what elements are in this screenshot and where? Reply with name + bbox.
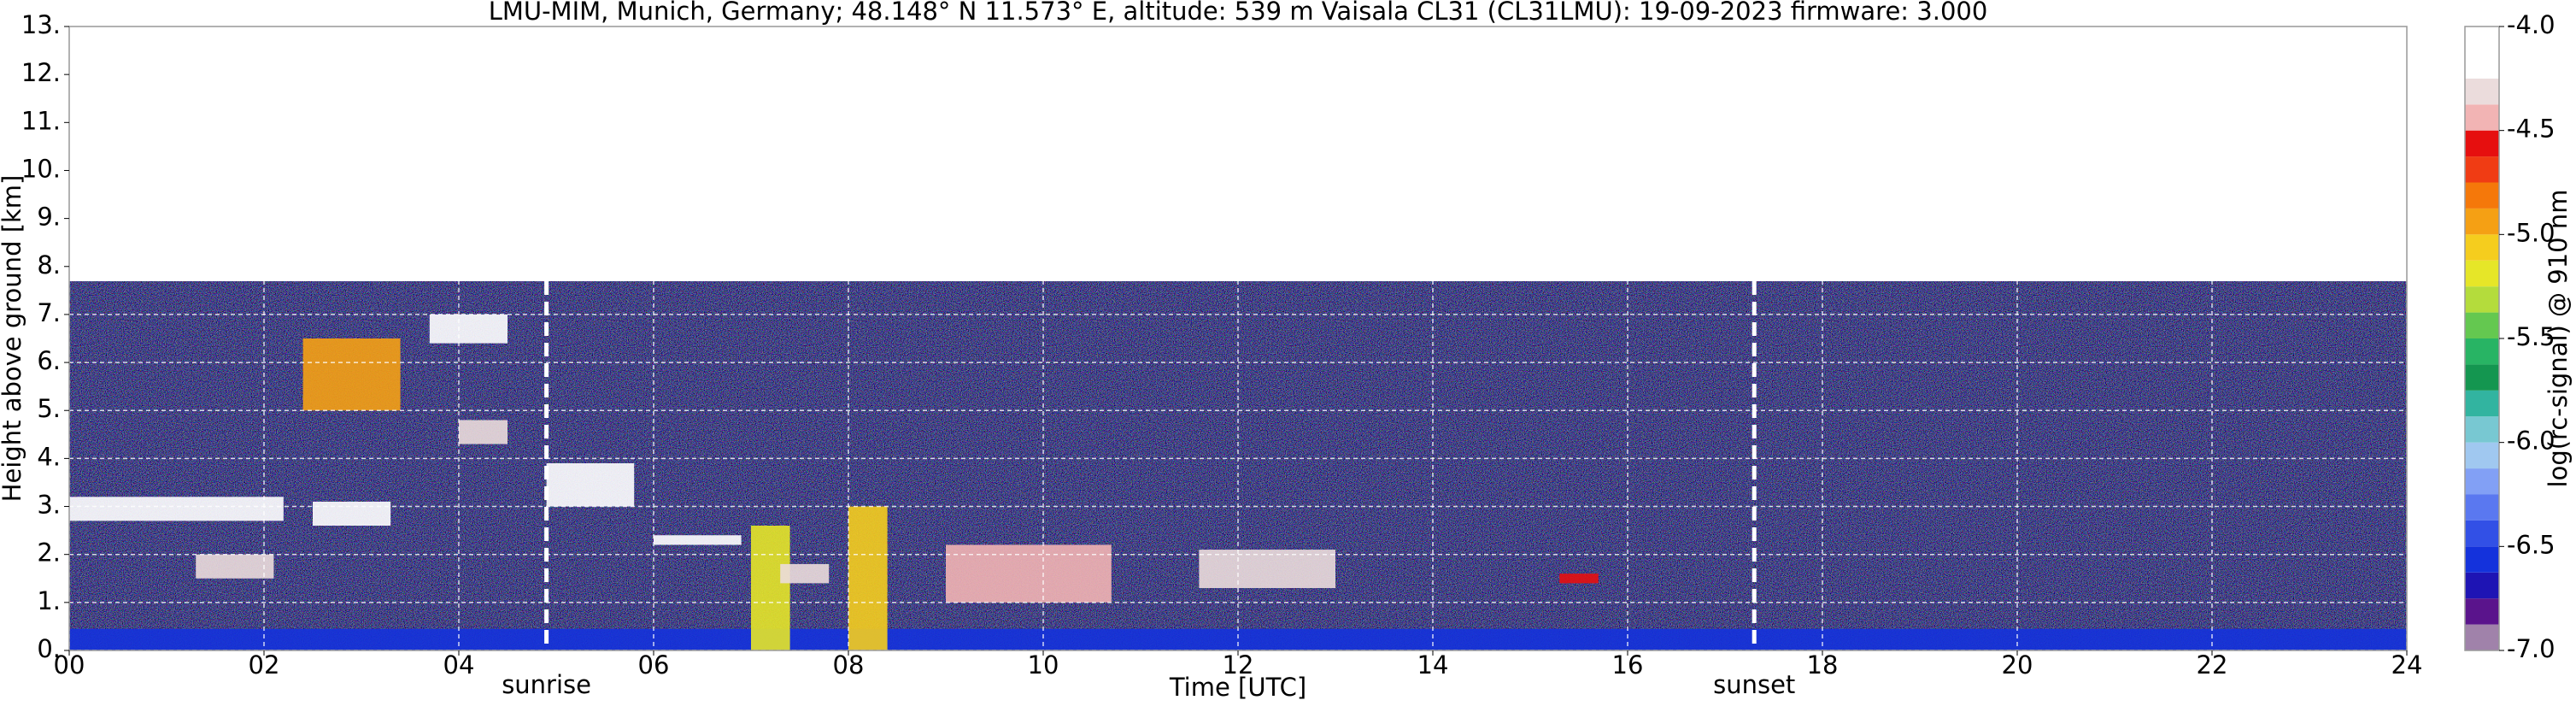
colorbar-tick-label: -4.0 <box>2507 10 2555 39</box>
backscatter-cell <box>313 501 391 526</box>
y-tick-label: 8. <box>37 250 61 279</box>
backscatter-cell <box>946 544 1112 603</box>
colorbar-tick-label: -5.5 <box>2507 322 2555 351</box>
x-tick-label: 24 <box>2391 650 2423 680</box>
x-tick-label: 18 <box>1807 650 1839 680</box>
chart-title: LMU-MIM, Munich, Germany; 48.148° N 11.5… <box>489 0 1988 26</box>
colorbar-swatch <box>2465 26 2499 53</box>
colorbar-swatch <box>2465 234 2499 261</box>
colorbar-swatch <box>2465 468 2499 495</box>
colorbar-swatch <box>2465 624 2499 650</box>
colorbar-swatch <box>2465 78 2499 105</box>
colorbar-tick-label: -6.5 <box>2507 530 2555 559</box>
backscatter-cell <box>654 535 742 545</box>
backscatter-cell <box>69 497 284 521</box>
colorbar-swatch <box>2465 442 2499 469</box>
backscatter-cell <box>1559 574 1599 584</box>
colorbar-swatch <box>2465 494 2499 521</box>
colorbar-swatch <box>2465 572 2499 599</box>
y-tick-label: 10. <box>21 154 61 183</box>
x-axis-label: Time [UTC] <box>1169 673 1306 702</box>
x-tick-label: 02 <box>249 650 280 680</box>
colorbar-swatch <box>2465 390 2499 417</box>
colorbar-tick-label: -4.5 <box>2507 115 2555 144</box>
y-tick-label: 4. <box>37 442 61 471</box>
x-tick-label: 04 <box>443 650 475 680</box>
colorbar-swatch <box>2465 130 2499 157</box>
colorbar-swatch <box>2465 208 2499 235</box>
colorbar-swatch <box>2465 260 2499 287</box>
x-tick-label: 06 <box>638 650 670 680</box>
colorbar-swatch <box>2465 52 2499 79</box>
backscatter-cell <box>429 314 508 344</box>
backscatter-cell <box>1199 550 1335 588</box>
colorbar-swatch <box>2465 104 2499 131</box>
backscatter-cell <box>848 506 888 650</box>
colorbar-swatch <box>2465 182 2499 209</box>
colorbar-swatch <box>2465 520 2499 547</box>
colorbar-swatch <box>2465 598 2499 625</box>
x-tick-label: 12 <box>1223 650 1254 680</box>
colorbar-swatch <box>2465 416 2499 443</box>
y-tick-label: 9. <box>37 203 61 232</box>
y-tick-label: 13. <box>21 10 61 39</box>
y-tick-label: 3. <box>37 491 61 520</box>
y-tick-label: 11. <box>21 106 61 135</box>
x-tick-label: 20 <box>2002 650 2033 680</box>
y-tick-label: 7. <box>37 298 61 327</box>
y-tick-label: 0. <box>37 634 61 663</box>
backscatter-cell <box>302 338 401 411</box>
colorbar-label: log(rc-signal) @ 910 nm <box>2544 190 2573 488</box>
colorbar-tick-label: -6.0 <box>2507 427 2555 456</box>
colorbar-swatch <box>2465 156 2499 183</box>
backscatter-cell <box>196 554 274 579</box>
y-tick-label: 1. <box>37 586 61 615</box>
backscatter-cell <box>546 463 635 507</box>
y-tick-label: 5. <box>37 394 61 423</box>
backscatter-cell <box>459 420 508 444</box>
sun-label: sunset <box>1713 670 1795 699</box>
backscatter-cell <box>751 526 790 650</box>
colorbar-swatch <box>2465 364 2499 391</box>
colorbar-swatch <box>2465 312 2499 338</box>
colorbar-swatch <box>2465 546 2499 573</box>
colorbar-tick-label: -7.0 <box>2507 634 2555 663</box>
backscatter-cell <box>69 628 2407 650</box>
sun-label: sunrise <box>502 670 591 699</box>
x-tick-label: 10 <box>1028 650 1059 680</box>
x-tick-label: 08 <box>833 650 865 680</box>
colorbar-swatch <box>2465 286 2499 313</box>
y-axis-label: Height above ground [km] <box>0 175 26 503</box>
y-tick-label: 12. <box>21 58 61 87</box>
x-tick-label: 22 <box>2197 650 2228 680</box>
y-tick-label: 6. <box>37 346 61 375</box>
x-tick-label: 00 <box>54 650 85 680</box>
x-tick-label: 14 <box>1417 650 1449 680</box>
backscatter-cell <box>780 563 830 584</box>
y-tick-label: 2. <box>37 538 61 568</box>
x-tick-label: 16 <box>1612 650 1644 680</box>
colorbar-tick-label: -5.0 <box>2507 218 2555 247</box>
colorbar-swatch <box>2465 338 2499 365</box>
